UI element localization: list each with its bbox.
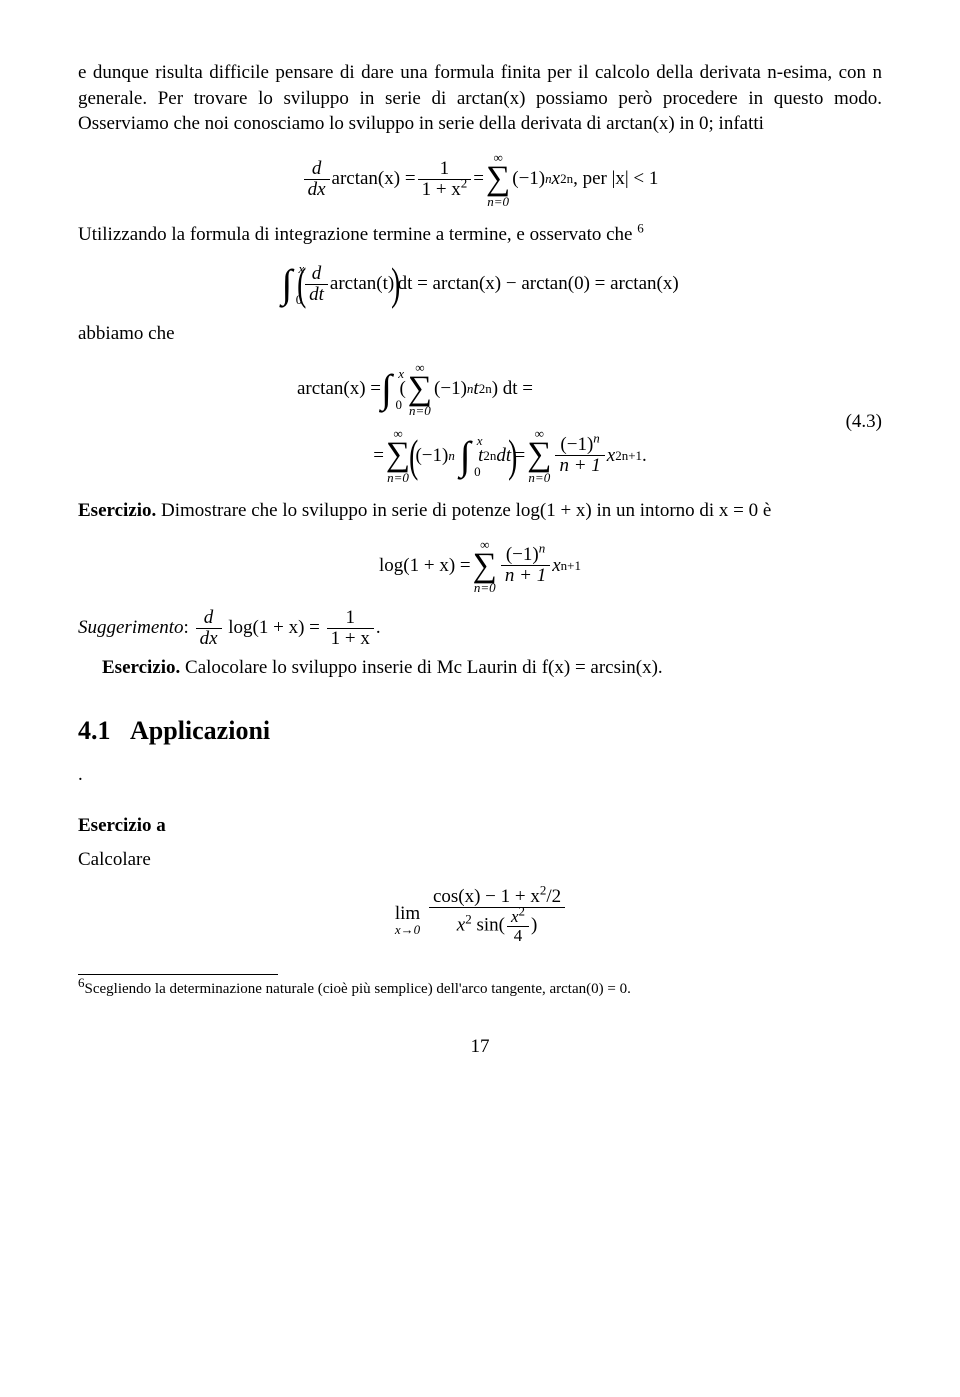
exercise-log: Esercizio. Dimostrare che lo sviluppo in…: [78, 498, 882, 524]
section-dot: .: [78, 762, 882, 788]
footnote-separator: [78, 974, 278, 975]
exercise-a-head: Esercizio a: [78, 813, 882, 839]
equation-integral-arctan: ∫x0 ( ddt arctan(t) ) dt = arctan(x) − a…: [78, 261, 882, 307]
equation-derivative-arctan: ddx arctan(x) = 11 + x2 = ∞∑n=0 (−1)nx2n…: [78, 151, 882, 208]
equation-arctan-series: arctan(x) = ∫x0 ( ∞∑n=0 (−1)nt2n ) dt = …: [78, 361, 882, 484]
paragraph-intro: e dunque risulta difficile pensare di da…: [78, 60, 882, 137]
exercise-arcsin: Esercizio. Calocolare lo sviluppo inseri…: [78, 655, 882, 681]
paragraph-termwise: Utilizzando la formula di integrazione t…: [78, 222, 882, 248]
footnote-text: 6Scegliendo la determinazione naturale (…: [78, 979, 882, 999]
equation-log-series: log(1 + x) = ∞∑n=0 (−1)nn + 1 xn+1: [78, 538, 882, 595]
footnote-ref: 6: [637, 220, 644, 235]
text: e dunque risulta difficile pensare di da…: [78, 62, 882, 134]
page-number: 17: [78, 1034, 882, 1060]
paragraph-abbiamo: abbiamo che: [78, 321, 882, 347]
equation-limit: limx→0 cos(x) − 1 + x2/2 x2 sin(x24): [78, 887, 882, 945]
section-heading: 4.1 Applicazioni: [78, 713, 882, 748]
equation-number: (4.3): [846, 410, 882, 436]
exercise-a-text: Calcolare: [78, 847, 882, 873]
suggerimento-line: Suggerimento: ddx log(1 + x) = 11 + x.: [78, 608, 882, 649]
